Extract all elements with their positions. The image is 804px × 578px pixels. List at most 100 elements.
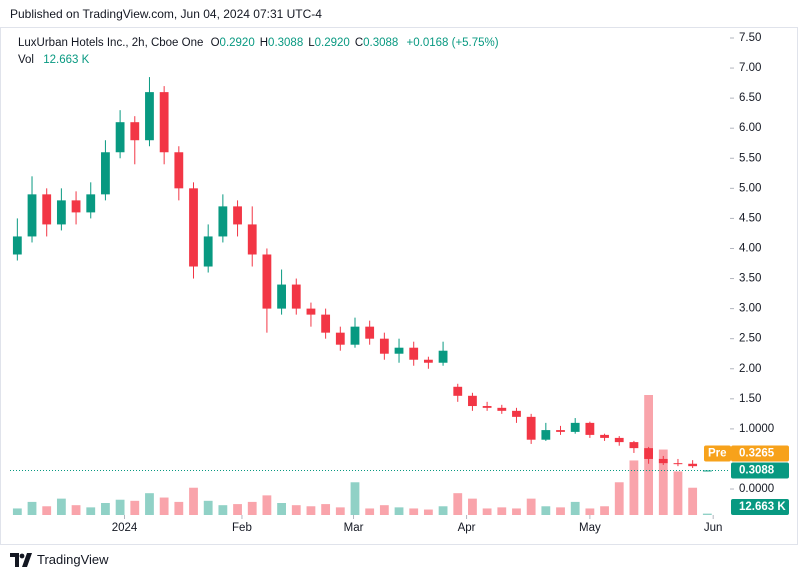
ohlc-key: C [354,37,364,49]
last-price-label: 0.3088 [739,464,775,476]
y-tick-label: 3.50 [739,273,761,285]
chart-frame [0,27,798,545]
x-tick-label: May [579,522,601,534]
volume-bar [101,503,110,515]
volume-bar [56,498,66,515]
brand-logo [10,552,32,567]
volume-bar [526,498,536,515]
ohlc-value: 0.2920 [219,37,255,49]
volume-bar [262,495,272,515]
candle-body [12,236,22,255]
chart: 7.50 7.00 6.50 6.00 5.50 5.00 4.50 4.00 3.50 3.00… [0,27,798,545]
x-tick-label: Jun [704,522,723,534]
candle-body [27,194,37,237]
candle-body [468,395,477,407]
x-tick-label: Feb [232,522,252,534]
candle-body [42,194,52,225]
volume-bar [658,449,668,515]
candle-body [453,386,463,396]
candle-body [262,254,272,309]
candle-body [526,416,536,440]
candle-body [203,236,213,267]
y-tick-label: 4.50 [739,212,761,224]
y-tick-label: 2.50 [739,333,761,345]
volume-bar [174,501,184,515]
volume-bar [482,508,492,515]
volume-bar [86,507,96,515]
volume-bar [409,508,419,515]
ohlc-key: L [308,37,315,49]
candle-body [247,224,257,255]
candle-body [159,92,169,153]
candle-body [291,284,301,309]
volume-bar [365,508,375,515]
candle-body [174,152,184,189]
brand: TradingView [37,552,109,567]
candle-body [541,430,551,440]
volume-bar [673,471,683,515]
candle-body [644,448,654,459]
premarket-label: 0.3265 [739,447,775,459]
candle-body [614,437,624,443]
volume-bar [468,498,477,515]
candle-body [189,188,198,267]
y-tick-label: 1.50 [739,393,761,405]
y-tick-label: 7.50 [739,32,761,44]
ohlc-key: H [259,37,269,49]
ohlc-value: 0.2920 [314,37,350,49]
candle-body [71,200,81,213]
candle-body [629,442,639,449]
candle-body [702,470,712,472]
legend: LuxUrban Hotels Inc., 2h, Cboe One O0.29… [18,35,504,69]
x-tick-label: 2024 [112,522,138,534]
candle-body [438,350,448,363]
candle-body [306,308,316,315]
candle-body [570,422,580,432]
candle-body [277,284,286,309]
candle-body [688,463,698,467]
candle-body [379,338,389,354]
volume-bar [614,482,624,515]
y-tick-label: 0.0000 [739,483,774,495]
candle-body [423,359,433,363]
candle-body [600,434,609,438]
published-note: Published on TradingView.com, Jun 04, 20… [10,7,322,21]
y-tick-label: 1.0000 [739,423,774,435]
volume-bar [600,506,609,515]
ohlc-row: LuxUrban Hotels Inc., 2h, Cboe One O0.29… [18,35,504,52]
volume-bar [277,503,286,515]
volume-bar [145,493,154,515]
y-tick-label: 5.50 [739,152,761,164]
volume-value: 12.663 K [43,54,90,66]
volume-badge [731,499,789,515]
volume-bar [335,507,345,515]
volume-bar [688,487,698,515]
y-tick-label: 4.00 [739,243,761,255]
y-tick-label: 6.50 [739,92,761,104]
x-tick-label: Mar [344,522,364,534]
volume-bar [570,501,580,515]
premarket-tag [704,445,731,462]
candle-body [365,326,375,339]
volume-bar [203,500,213,515]
volume-bar [585,508,595,515]
volume-bar [306,506,316,515]
y-tick-label: 3.00 [739,303,761,315]
candle-body [585,422,595,435]
volume-bar [453,493,463,515]
volume-bar [130,500,140,515]
candle-body [101,152,110,195]
volume-bar [556,507,565,515]
candle-body [130,122,140,141]
volume-bar [350,482,360,515]
candle-body [394,347,404,354]
volume-bar [12,508,22,515]
volume-row: Vol 12.663 K [18,52,504,69]
candle-body [556,430,565,432]
volume-bar [512,508,521,515]
change: +0.0168 (+5.75%) [406,37,499,49]
volume-bar [233,504,242,515]
candle-body [409,347,419,360]
volume-bar [423,509,433,515]
